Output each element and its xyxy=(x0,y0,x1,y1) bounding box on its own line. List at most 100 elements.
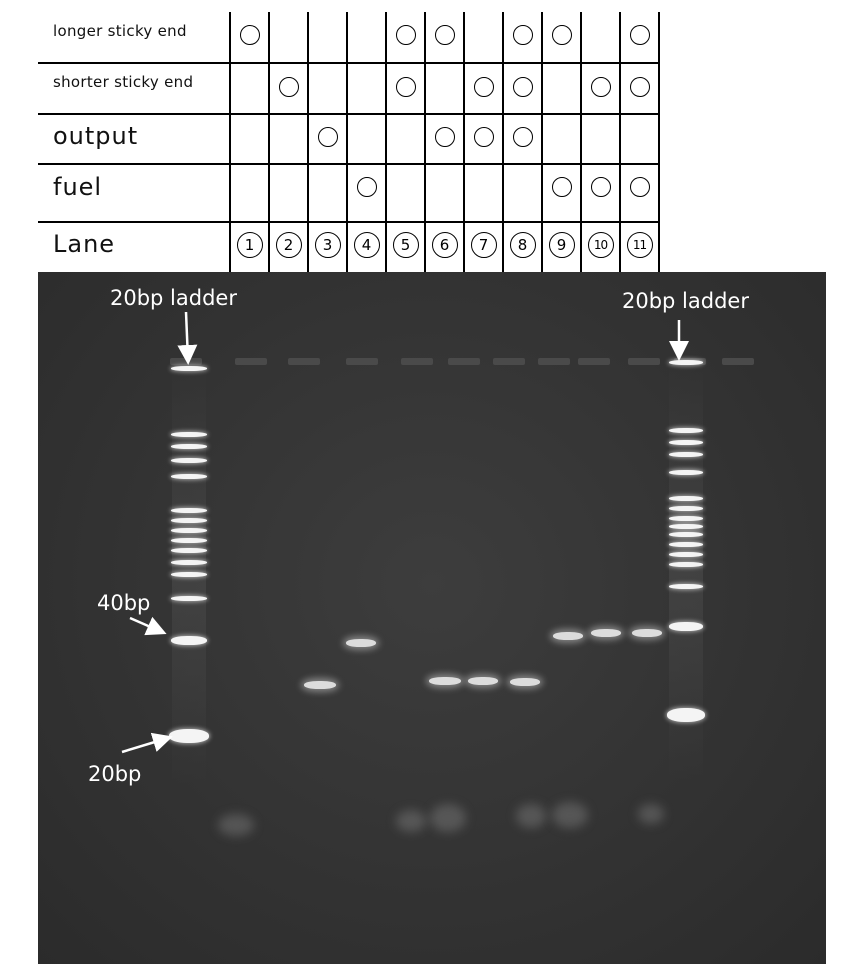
ladder-band xyxy=(171,474,207,479)
table-column-divider xyxy=(268,12,270,272)
table-column-divider xyxy=(307,12,309,272)
marker-label-40bp: 40bp xyxy=(97,591,151,615)
condition-circle-mark xyxy=(629,25,650,45)
condition-circle-mark xyxy=(590,177,611,197)
primer-smear xyxy=(516,804,546,828)
gel-well xyxy=(628,358,660,365)
ladder-band xyxy=(171,366,207,371)
ladder-band xyxy=(171,508,207,513)
table-column-divider xyxy=(541,12,543,272)
ladder-band xyxy=(669,360,703,365)
primer-smear xyxy=(430,804,466,832)
ladder-band xyxy=(171,560,207,565)
arrow-down-left-ladder xyxy=(177,311,198,365)
condition-circle-mark xyxy=(434,127,455,147)
gel-well xyxy=(538,358,570,365)
gel-well xyxy=(578,358,610,365)
table-column-divider xyxy=(346,12,348,272)
primer-smear xyxy=(638,804,664,824)
row-label-longer-sticky-end: longer sticky end xyxy=(53,22,187,40)
condition-circle-mark xyxy=(512,25,533,45)
ladder-band xyxy=(171,572,207,577)
gel-well xyxy=(288,358,320,365)
gel-well xyxy=(493,358,525,365)
sample-band-lane-3 xyxy=(304,681,336,689)
lane-number-4: 4 xyxy=(353,232,380,258)
ladder-band xyxy=(669,428,703,433)
sample-band-lane-9 xyxy=(553,632,583,640)
ladder-band-40bp xyxy=(171,636,207,645)
table-column-divider xyxy=(580,12,582,272)
ladder-band xyxy=(171,458,207,463)
annotation-arrows xyxy=(121,311,689,754)
condition-circle-mark xyxy=(512,77,533,97)
table-divider xyxy=(38,113,659,115)
condition-circle-mark xyxy=(473,77,494,97)
gel-well xyxy=(722,358,754,365)
lane-number-10: 10 xyxy=(587,232,614,258)
condition-circle-mark xyxy=(590,77,611,97)
ladder-band xyxy=(171,518,207,523)
marker-label-20bp: 20bp xyxy=(88,762,142,786)
ladder-band xyxy=(669,584,703,589)
condition-circle-mark xyxy=(317,127,338,147)
sample-band-lane-8 xyxy=(510,678,540,686)
ladder-band-40bp xyxy=(669,622,703,631)
ladder-band xyxy=(171,538,207,543)
sample-band-lane-6 xyxy=(429,677,461,685)
ladder-label-left: 20bp ladder xyxy=(110,286,237,310)
ladder-band xyxy=(171,548,207,553)
primer-smear xyxy=(396,810,426,832)
ladder-band xyxy=(669,532,703,537)
row-label-shorter-sticky-end: shorter sticky end xyxy=(53,73,194,91)
sample-band-lane-10 xyxy=(591,629,621,637)
ladder-band xyxy=(171,528,207,533)
condition-circle-mark xyxy=(551,25,572,45)
gel-well xyxy=(346,358,378,365)
table-column-divider xyxy=(502,12,504,272)
condition-circle-mark xyxy=(551,177,572,197)
ladder-band xyxy=(171,596,207,601)
ladder-band xyxy=(669,552,703,557)
primer-smear xyxy=(552,802,588,828)
ladder-band xyxy=(669,516,703,521)
ladder-band xyxy=(669,542,703,547)
condition-circle-mark xyxy=(473,127,494,147)
sample-band-lane-7 xyxy=(468,677,498,685)
lane-number-3: 3 xyxy=(314,232,341,258)
ladder-band-20bp xyxy=(169,729,209,743)
ladder-label-right: 20bp ladder xyxy=(622,289,749,313)
lane-number-1: 1 xyxy=(236,232,263,258)
table-divider xyxy=(38,62,659,64)
condition-circle-mark xyxy=(512,127,533,147)
table-column-divider xyxy=(229,12,231,272)
condition-circle-mark xyxy=(395,77,416,97)
primer-smear xyxy=(218,814,254,836)
table-column-divider xyxy=(619,12,621,272)
condition-circle-mark xyxy=(434,25,455,45)
lane-number-8: 8 xyxy=(509,232,536,258)
sample-band-lane-11 xyxy=(632,629,662,637)
ladder-band xyxy=(669,470,703,475)
row-label-lane: Lane xyxy=(53,230,116,258)
sample-band-lane-4 xyxy=(346,639,376,647)
ladder-band xyxy=(669,506,703,511)
ladder-band xyxy=(171,432,207,437)
arrow-20bp xyxy=(121,732,173,754)
lane-number-2: 2 xyxy=(275,232,302,258)
row-label-output: output xyxy=(53,122,139,150)
lane-number-6: 6 xyxy=(431,232,458,258)
ladder-band xyxy=(669,452,703,457)
condition-circle-mark xyxy=(239,25,260,45)
arrow-40bp xyxy=(129,616,167,636)
ladder-band xyxy=(669,562,703,567)
lane-condition-table: longer sticky end shorter sticky end out… xyxy=(0,0,854,272)
condition-circle-mark xyxy=(278,77,299,97)
ladder-band xyxy=(669,496,703,501)
ladder-band xyxy=(171,444,207,449)
condition-circle-mark xyxy=(629,177,650,197)
table-divider xyxy=(38,163,659,165)
table-divider xyxy=(38,221,659,223)
gel-well xyxy=(401,358,433,365)
gel-well xyxy=(235,358,267,365)
